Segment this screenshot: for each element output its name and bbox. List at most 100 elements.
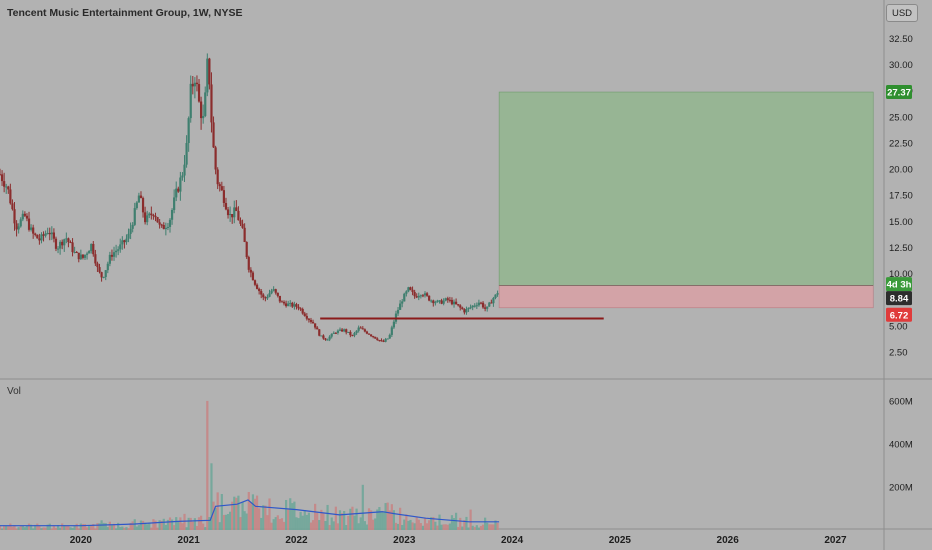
volume-bar	[343, 510, 346, 530]
volume-bar	[394, 522, 398, 530]
candle-body	[322, 335, 325, 339]
volume-bar	[71, 528, 74, 530]
currency-button[interactable]: USD	[886, 4, 918, 22]
volume-bar	[249, 502, 252, 530]
bar-countdown-badge-bg	[886, 277, 912, 292]
volume-bar	[102, 522, 105, 530]
volume-bar	[436, 525, 439, 530]
volume-bar	[407, 520, 410, 530]
candle-body	[199, 101, 203, 119]
volume-bar	[376, 509, 379, 530]
position-zones[interactable]	[498, 91, 874, 309]
candle-body	[239, 220, 242, 224]
volume-bar	[112, 523, 116, 530]
volume-ma-line	[0, 499, 500, 527]
volume-bar	[442, 524, 445, 530]
volume-bar	[245, 513, 248, 530]
candle-body	[32, 227, 35, 234]
candle-body	[40, 234, 43, 241]
candle-body	[56, 248, 60, 250]
candle-body	[54, 238, 58, 249]
volume-bar	[423, 518, 427, 530]
price-tick-label: 2.50	[889, 347, 908, 358]
volume-bar	[235, 497, 238, 530]
volume-bar	[0, 528, 4, 530]
loss-zone	[498, 285, 874, 309]
volume-bar	[363, 521, 366, 530]
volume-bar	[280, 518, 284, 530]
volume-bar	[347, 516, 350, 530]
candle-body	[380, 340, 383, 342]
volume-bar	[36, 523, 39, 530]
volume-bar	[324, 520, 327, 530]
candle-body	[345, 329, 348, 333]
candle-body	[432, 300, 435, 304]
candle-body	[79, 254, 82, 260]
candle-body	[436, 300, 439, 303]
volume-bar	[32, 528, 35, 530]
candle-body	[419, 295, 422, 297]
volume-bar	[88, 526, 91, 530]
volume-bar	[396, 523, 400, 530]
volume-bar	[270, 522, 273, 530]
candle-body	[114, 250, 118, 253]
time-tick-label: 2022	[285, 535, 308, 546]
candle-body	[212, 122, 215, 148]
volume-bar	[125, 527, 128, 530]
volume-bar	[9, 523, 12, 530]
volume-bar	[314, 503, 317, 530]
volume-bar	[94, 528, 97, 530]
volume-bar	[417, 519, 420, 530]
candle-body	[141, 198, 145, 213]
volume-bar	[351, 506, 354, 530]
volume-bar	[440, 524, 443, 530]
volume-bar	[450, 515, 454, 530]
volume-bar	[467, 527, 470, 530]
candle-body	[403, 293, 406, 302]
candle-body	[287, 303, 290, 307]
candle-body	[154, 215, 157, 218]
candle-body	[492, 298, 495, 304]
volume-bar	[262, 505, 265, 530]
volume-bar	[50, 528, 53, 530]
volume-bar	[305, 514, 308, 530]
candle-body	[102, 276, 105, 278]
volume-bar	[183, 513, 186, 530]
candle-body	[328, 336, 331, 340]
volume-bar	[44, 527, 47, 530]
volume-bar	[210, 463, 213, 530]
volume-bar	[231, 501, 234, 530]
volume-bar	[133, 519, 136, 530]
candle-body	[440, 300, 443, 304]
candle-body	[13, 209, 16, 224]
candle-body	[276, 292, 279, 296]
volume-bar	[488, 524, 491, 530]
candle-body	[318, 329, 321, 336]
candle-body	[351, 335, 354, 337]
candle-body	[90, 243, 93, 252]
stop-price-badge: 6.72	[890, 310, 909, 321]
candle-body	[15, 223, 18, 230]
candle-body	[307, 318, 311, 320]
candle-body	[486, 306, 489, 309]
candle-body	[42, 234, 45, 236]
volume-bar	[92, 523, 95, 530]
volume-bar	[374, 518, 377, 530]
volume-bar	[106, 526, 109, 530]
volume-bar	[144, 522, 147, 530]
volume-bars	[0, 400, 500, 530]
volume-bar	[173, 525, 176, 530]
candle-body	[343, 329, 346, 332]
candle-body	[229, 213, 232, 216]
volume-bar	[162, 518, 165, 530]
candle-body	[94, 254, 97, 264]
volume-bar	[326, 504, 329, 530]
candle-body	[448, 299, 451, 301]
volume-bar	[287, 509, 290, 530]
volume-bar	[332, 521, 335, 530]
volume-bar	[63, 525, 66, 530]
candle-body	[376, 338, 379, 341]
candle-body	[297, 306, 300, 309]
volume-bar	[454, 512, 458, 530]
